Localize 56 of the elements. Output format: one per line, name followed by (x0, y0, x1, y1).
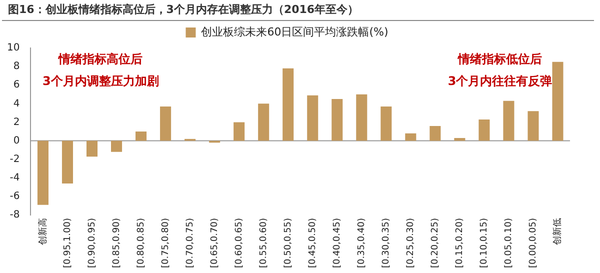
x-tick-label: [0.60,0.65) (234, 218, 244, 268)
bar (37, 140, 48, 205)
x-tick-label: [0.90,0.95) (87, 218, 98, 268)
bar (160, 106, 172, 141)
y-tick-label: 2 (13, 116, 20, 128)
bar (258, 104, 270, 141)
y-tick-label: 0 (13, 135, 20, 146)
x-tick-label: [0.70,0.75) (185, 218, 196, 268)
y-tick-label: 10 (6, 42, 20, 54)
chart-title: 图16：创业板情绪指标高位后，3个月内存在调整压力（2016年至今） (2, 0, 594, 21)
bar (528, 111, 539, 141)
y-tick-label: 6 (13, 80, 20, 91)
bar (356, 94, 368, 141)
y-tick-label: 4 (13, 98, 20, 110)
y-tick-label: -2 (10, 154, 20, 165)
bar (62, 140, 74, 184)
x-tick-label: [0.65,0.70) (210, 218, 220, 268)
x-tick-label: [0.50,0.55) (283, 218, 294, 268)
x-tick-label: [0.75,0.80) (160, 218, 171, 268)
x-tick-label: 创新低 (552, 218, 564, 246)
x-tick-label: [0.20,0.25) (430, 218, 441, 268)
bar (282, 68, 294, 141)
bar (380, 106, 392, 141)
x-tick-label: [0.45,0.50) (308, 218, 318, 268)
x-tick-label: [0.85,0.90) (112, 218, 122, 268)
x-tick-label: [0.05,0.10) (504, 218, 514, 268)
bar (405, 133, 416, 141)
x-tick-label: [0.95,1.00) (62, 218, 73, 268)
bar (111, 140, 122, 152)
x-tick-label: [0.10,0.15) (480, 218, 490, 268)
y-tick-label: -4 (10, 172, 20, 184)
bar (234, 122, 245, 141)
y-tick-label: -6 (10, 191, 20, 202)
bar (86, 140, 98, 157)
y-tick-label: -8 (10, 210, 20, 221)
x-tick-label: [0.15,0.20) (455, 218, 466, 268)
legend-label: 创业板综未来60日区间平均涨跌幅(%) (201, 25, 388, 38)
x-tick-label: [0.55,0.60) (258, 218, 269, 268)
annotation: 情绪指标低位后 3个月内往往有反弹 (448, 52, 552, 88)
bar (478, 119, 490, 141)
bar (430, 126, 441, 141)
x-tick-label: [0.35,0.40) (356, 218, 367, 268)
x-tick-label: 创新高 (37, 218, 48, 246)
annotation: 情绪指标高位后 3个月内调整压力加剧 (42, 52, 159, 88)
y-tick-label: 8 (13, 61, 20, 72)
x-tick-label: [0.40,0.45) (332, 218, 342, 268)
bar (454, 138, 466, 141)
bar (136, 132, 147, 141)
x-tick-label: [0.30,0.35) (382, 218, 392, 268)
bar (307, 95, 318, 141)
bar (552, 62, 564, 141)
x-tick-label: [0.80,0.85) (136, 218, 146, 268)
bar (332, 99, 343, 141)
x-tick-label: [0.00,0.05) (528, 218, 539, 268)
bar (503, 100, 514, 141)
x-tick-label: [0.25,0.30) (406, 218, 416, 268)
